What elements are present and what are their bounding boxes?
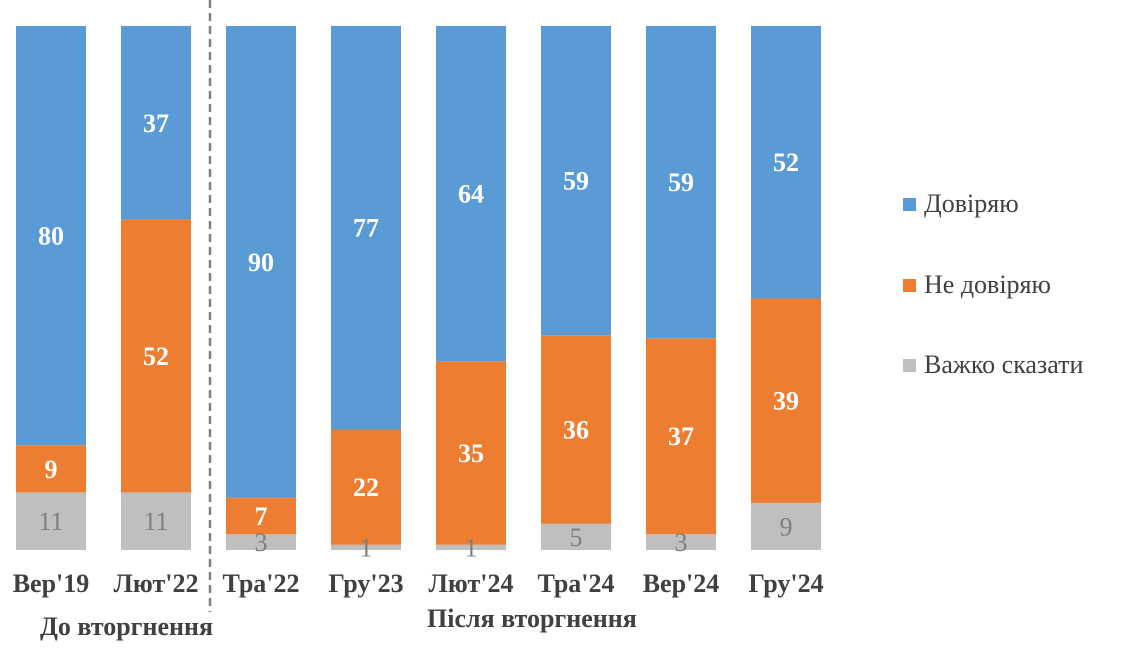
bar-segment-hard-to-say	[751, 502, 821, 550]
x-tick-label: Лют'22	[114, 569, 199, 598]
data-label-distrust: 52	[143, 342, 169, 371]
bar-segment-trust	[16, 26, 86, 446]
data-label-trust: 77	[353, 214, 379, 243]
data-label-distrust: 37	[668, 422, 694, 451]
x-tick-label: Лют'24	[429, 569, 514, 598]
x-tick-label: Тра'24	[537, 569, 614, 598]
bar-segment-trust	[646, 26, 716, 339]
bar-segment-hard-to-say	[16, 492, 86, 550]
group-label-before: До вторгнення	[40, 612, 214, 641]
bar-segment-trust	[751, 26, 821, 299]
data-label-distrust: 7	[255, 502, 268, 531]
data-label-trust: 64	[458, 180, 484, 209]
data-label-hard-to-say: 9	[780, 512, 793, 541]
data-label-trust: 59	[563, 167, 589, 196]
data-label-hard-to-say: 1	[360, 533, 373, 562]
bar-segment-trust	[331, 26, 401, 430]
bar-segment-distrust	[436, 361, 506, 545]
data-label-hard-to-say: 3	[255, 528, 268, 557]
bar-segment-trust	[436, 26, 506, 362]
bar-segment-distrust	[751, 298, 821, 503]
legend-item-hard-to-say: Важко сказати	[903, 350, 1083, 380]
data-label-distrust: 36	[563, 415, 589, 444]
bar-segment-distrust	[646, 338, 716, 535]
bar-segment-distrust	[121, 219, 191, 493]
x-tick-label: Вер'24	[643, 569, 720, 598]
data-label-trust: 37	[143, 109, 169, 138]
data-label-hard-to-say: 1	[465, 533, 478, 562]
bar-segment-hard-to-say	[331, 544, 401, 550]
data-label-distrust: 22	[353, 473, 379, 502]
group-label-after: Після вторгнення	[427, 604, 637, 633]
bar-segment-hard-to-say	[436, 544, 506, 550]
bar-segment-distrust	[541, 335, 611, 524]
data-label-trust: 59	[668, 168, 694, 197]
legend-swatch-gray	[903, 358, 916, 372]
data-label-hard-to-say: 11	[38, 507, 63, 536]
legend-label: Не довіряю	[924, 270, 1051, 299]
data-label-distrust: 39	[773, 387, 799, 416]
bar-segment-trust	[226, 26, 296, 498]
legend-label: Довіряю	[924, 189, 1019, 218]
data-label-hard-to-say: 3	[675, 528, 688, 557]
legend-swatch-blue	[903, 197, 916, 211]
x-tick-label: Вер'19	[13, 569, 90, 598]
legend-swatch-orange	[903, 278, 916, 292]
bar-segment-distrust	[16, 445, 86, 493]
data-label-distrust: 9	[45, 455, 58, 484]
legend-label: Важко сказати	[924, 350, 1084, 379]
data-label-hard-to-say: 5	[570, 523, 583, 552]
bar-segment-trust	[121, 26, 191, 220]
data-label-trust: 80	[38, 222, 64, 251]
bar-segment-hard-to-say	[226, 534, 296, 550]
bar-segment-distrust	[331, 429, 401, 545]
bar-segment-hard-to-say	[541, 523, 611, 550]
data-label-trust: 52	[773, 148, 799, 177]
data-label-hard-to-say: 11	[143, 507, 168, 536]
x-tick-label: Гру'24	[748, 569, 823, 598]
legend-item-distrust: Не довіряю	[903, 270, 1051, 300]
bar-segment-trust	[541, 26, 611, 336]
data-label-distrust: 35	[458, 439, 484, 468]
data-label-trust: 90	[248, 248, 274, 277]
x-tick-label: Тра'22	[222, 569, 299, 598]
bar-segment-hard-to-say	[121, 492, 191, 550]
bar-segment-distrust	[226, 497, 296, 535]
x-tick-label: Гру'23	[328, 569, 403, 598]
legend-item-trust: Довіряю	[903, 189, 1019, 219]
bar-segment-hard-to-say	[646, 534, 716, 550]
